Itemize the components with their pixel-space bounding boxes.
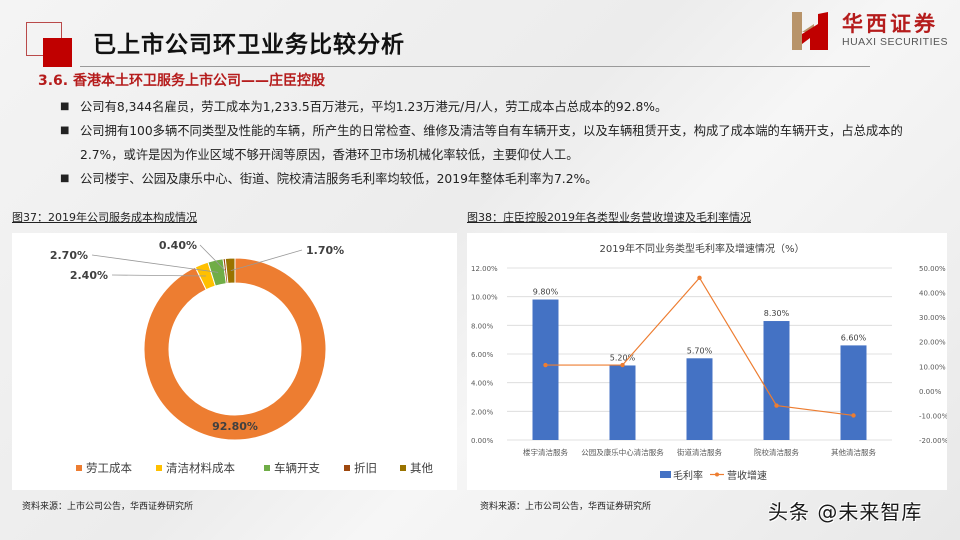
bullet-square-icon: ■ [60, 125, 70, 136]
cost-donut-chart-panel: 92.80% 2.40% 2.70% 0.40% 1.70% 劳工成本 清洁材料成本 车辆开支… [12, 233, 457, 490]
bullet-list: ■ 公司有8,344名雇员，劳工成本为1,233.5百万港元，平均1.23万港元… [60, 95, 920, 191]
x-category-label: 街道清洁服务 [677, 447, 722, 457]
y-left-tick: 8.00% [471, 322, 494, 330]
figure-38-source: 资料来源：上市公司公告，华西证券研究所 [480, 502, 652, 512]
y-right-tick: 20.00% [919, 339, 946, 347]
bullet-square-icon: ■ [60, 173, 70, 184]
y-left-tick: 4.00% [471, 380, 494, 388]
growth-point[interactable] [774, 403, 779, 408]
brand-name-cn: 华西证券 [842, 11, 938, 36]
growth-point[interactable] [543, 362, 548, 368]
y-right-tick: -20.00% [919, 437, 947, 445]
y-right-tick: 30.00% [919, 314, 946, 322]
y-left-tick: 10.00% [471, 294, 498, 302]
legend-swatch-icon [264, 465, 270, 471]
legend-swatch-icon [400, 465, 406, 471]
legend-swatch-icon [344, 465, 350, 471]
svg-text:毛利率: 毛利率 [673, 469, 703, 482]
chart-title: 2019年不同业务类型毛利率及增速情况（%） [600, 242, 805, 255]
bar-value-label: 5.20% [610, 353, 636, 362]
bar-gross-margin[interactable] [763, 321, 790, 440]
svg-text:2.70%: 2.70% [50, 249, 88, 262]
bar-value-label: 5.70% [687, 346, 713, 355]
page-title: 已上市公司环卫业务比较分析 [93, 32, 405, 58]
bars: 9.80% 楼宇清洁服务 5.20% 公园及康乐中心清洁服务 5.70% 街道清洁服务 8.… [523, 288, 876, 457]
bullet-item: ■ 公司拥有100多辆不同类型及性能的车辆，所产生的日常检查、维修及清洁等自有车… [60, 119, 920, 167]
donut-slices [143, 257, 327, 441]
svg-text:营收增速: 营收增速 [727, 469, 767, 482]
bullet-item: ■ 公司有8,344名雇员，劳工成本为1,233.5百万港元，平均1.23万港元… [60, 95, 920, 119]
donut-slice-0[interactable] [143, 257, 327, 441]
svg-text:0.40%: 0.40% [159, 239, 197, 252]
figure-37-source: 资料来源：上市公司公告，华西证券研究所 [22, 502, 194, 512]
y-left-tick: 6.00% [471, 351, 494, 359]
brand-logo: 华西证券 HUAXI SECURITIES [790, 10, 948, 50]
x-category-label: 公园及康乐中心清洁服务 [581, 447, 664, 457]
title-divider [80, 66, 870, 67]
cost-donut-chart: 92.80% 2.40% 2.70% 0.40% 1.70% 劳工成本 清洁材料成本 车辆开支… [50, 239, 434, 475]
x-category-label: 其他清洁服务 [831, 447, 876, 457]
bar-value-label: 6.60% [841, 333, 867, 342]
legend-swatch-icon [76, 465, 82, 471]
bar-gross-margin[interactable] [686, 358, 713, 440]
huaxi-logo-icon [790, 10, 830, 50]
bar-gross-margin[interactable] [532, 299, 559, 440]
gridlines: 0.00% 2.00% 4.00% 6.00% 8.00% 10.00% 12.00% -20… [471, 265, 949, 445]
donut-legend: 劳工成本 清洁材料成本 车辆开支 折旧 其他 [76, 461, 433, 475]
legend-label: 车辆开支 [274, 461, 320, 475]
figure-38-caption: 图38：庄臣控股2019年各类型业务营收增速及毛利率情况 [467, 211, 751, 224]
watermark: 头条 @未来智库 [768, 500, 923, 524]
legend-label: 折旧 [354, 461, 377, 475]
donut-labels: 92.80% 2.40% 2.70% 0.40% 1.70% [50, 239, 344, 433]
y-right-tick: -10.00% [919, 412, 947, 420]
y-right-tick: 0.00% [919, 388, 942, 396]
title-decoration [26, 22, 74, 68]
legend-label: 清洁材料成本 [166, 461, 235, 475]
y-left-tick: 12.00% [471, 265, 498, 273]
combo-legend: 毛利率 营收增速 [660, 469, 767, 482]
bullet-square-icon: ■ [60, 101, 70, 112]
section-title: 3.6. 香港本土环卫服务上市公司——庄臣控股 [38, 73, 325, 89]
svg-text:2.40%: 2.40% [70, 269, 108, 282]
y-left-tick: 2.00% [471, 408, 494, 416]
y-right-tick: 40.00% [919, 290, 946, 298]
margin-growth-chart-panel: 2019年不同业务类型毛利率及增速情况（%） 0.00% 2.00% 4.00% 6.0… [467, 233, 949, 490]
growth-point[interactable] [697, 275, 702, 281]
x-category-label: 楼宇清洁服务 [523, 447, 568, 457]
svg-text:92.80%: 92.80% [212, 420, 258, 433]
legend-bar-swatch-icon [660, 471, 671, 478]
donut-slice-4[interactable] [224, 257, 236, 284]
x-category-label: 院校清洁服务 [754, 447, 799, 457]
bullet-item: ■ 公司楼宇、公园及康乐中心、街道、院校清洁服务毛利率均较低，2019年整体毛利… [60, 167, 920, 191]
y-left-tick: 0.00% [471, 437, 494, 445]
y-right-tick: 50.00% [919, 265, 946, 273]
growth-point[interactable] [620, 362, 625, 368]
legend-swatch-icon [156, 465, 162, 471]
legend-label: 其他 [410, 461, 433, 475]
bar-gross-margin[interactable] [840, 345, 867, 440]
bar-gross-margin[interactable] [609, 365, 636, 440]
bar-value-label: 9.80% [533, 288, 559, 297]
brand-name-en: HUAXI SECURITIES [842, 36, 949, 48]
legend-label: 劳工成本 [86, 461, 132, 475]
growth-point[interactable] [851, 413, 856, 418]
growth-line [543, 275, 856, 418]
bar-value-label: 8.30% [764, 309, 790, 318]
margin-growth-combo-chart: 2019年不同业务类型毛利率及增速情况（%） 0.00% 2.00% 4.00% 6.0… [471, 242, 949, 482]
svg-text:1.70%: 1.70% [306, 244, 344, 257]
y-right-tick: 10.00% [919, 363, 946, 371]
figure-37-caption: 图37：2019年公司服务成本构成情况 [12, 211, 197, 224]
filled-square [43, 38, 72, 67]
